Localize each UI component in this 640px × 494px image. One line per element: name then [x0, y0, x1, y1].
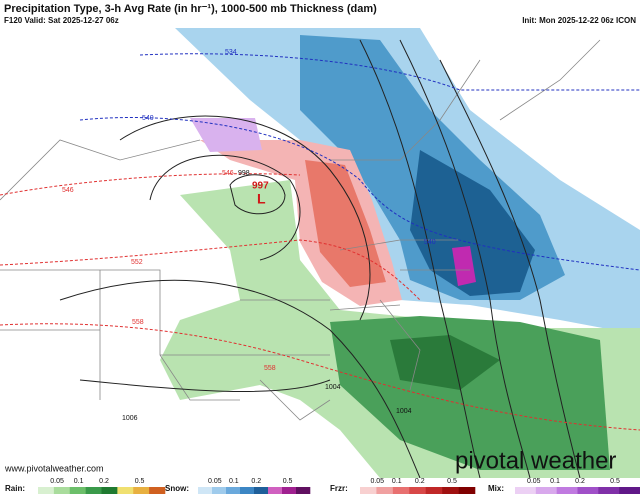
legend-swatch [577, 487, 599, 494]
legend-swatch [535, 487, 557, 494]
legend-swatch [556, 487, 578, 494]
legend-tick: 0.2 [415, 478, 425, 485]
thickness [0, 323, 640, 431]
legend-tick: 0.1 [74, 478, 84, 485]
legend-swatch [226, 487, 241, 494]
legend-tick: 0.1 [550, 478, 560, 485]
isobar [439, 59, 581, 479]
legend-tick: 0.2 [251, 478, 261, 485]
legend-tick: 0.1 [392, 478, 402, 485]
legend-label: Frzr: [330, 484, 348, 493]
legend-swatch [117, 487, 134, 494]
legend-swatch [133, 487, 150, 494]
thickness-label: 558 [132, 319, 144, 326]
legend-swatch [282, 487, 297, 494]
legend-swatch [442, 487, 459, 494]
watermark-logo: pivotal weather [455, 447, 616, 474]
legend-swatch [296, 487, 311, 494]
legend-tick: 0.5 [610, 478, 620, 485]
isobar [119, 115, 371, 321]
thickness-label: 546 [62, 187, 74, 194]
legend-tick: 0.05 [50, 478, 64, 485]
legend-label: Mix: [488, 484, 504, 493]
title: Precipitation Type, 3-h Avg Rate (in hr⁻… [4, 3, 377, 15]
legend-swatch [268, 487, 283, 494]
legend-tick: 0.1 [229, 478, 239, 485]
legend: Rain: 0.05 0.1 0.2 0.5 Snow: 0.05 0.1 0.2 0.5 Frzr… [5, 478, 640, 494]
snow-heavy [410, 150, 535, 296]
legend-tick: 0.05 [208, 478, 222, 485]
thickness-label: 546 [222, 170, 234, 177]
legend-swatch [598, 487, 620, 494]
legend-tick: 0.2 [99, 478, 109, 485]
thickness [0, 239, 421, 301]
legend-swatch [212, 487, 227, 494]
thickness-label: 534 [225, 49, 237, 56]
isobar [59, 279, 421, 479]
thickness-label: 552 [131, 259, 143, 266]
legend-swatch [85, 487, 102, 494]
legend-tick: 0.5 [283, 478, 293, 485]
header-bg [0, 0, 640, 28]
frzr-moderate [305, 160, 386, 287]
thickness [139, 53, 640, 91]
map-labels: 534 540 540 546 546 552 558 558 998 1004… [62, 49, 436, 422]
legend-swatch [458, 487, 476, 494]
legend-swatch [38, 487, 55, 494]
isobar [359, 39, 481, 479]
contours [0, 39, 640, 479]
legend-swatch [69, 487, 86, 494]
legend-tick: 0.05 [370, 478, 384, 485]
pressure-label: 1004 [396, 408, 412, 415]
rain-heavy [390, 335, 500, 390]
legend-swatch [101, 487, 118, 494]
legend-swatch [409, 487, 427, 494]
isobar [399, 39, 531, 479]
mix-heavy [452, 246, 476, 286]
pressure-label: 1006 [122, 415, 138, 422]
mix-light [190, 118, 262, 152]
legend-swatch [240, 487, 255, 494]
legend-label: Rain: [5, 484, 25, 493]
thickness [0, 173, 301, 196]
isobar [229, 174, 286, 215]
valid-time: F120 Valid: Sat 2025-12-27 06z [4, 16, 119, 25]
isobar [149, 154, 301, 261]
low-pressure: 997 [252, 181, 269, 192]
thickness-label: 540 [142, 115, 154, 122]
legend-label: Snow: [165, 484, 189, 493]
legend-swatch [53, 487, 71, 494]
watermark-url: www.pivotalweather.com [4, 463, 104, 473]
legend-tick: 0.5 [135, 478, 145, 485]
low-symbol: L [257, 191, 266, 207]
thickness-label: 558 [264, 365, 276, 372]
thickness-label: 540 [424, 239, 436, 246]
legend-tick: 0.5 [447, 478, 457, 485]
legend-swatch [360, 487, 377, 494]
legend-swatch [254, 487, 269, 494]
legend-swatch [376, 487, 394, 494]
init-time: Init: Mon 2025-12-22 06z ICON [522, 16, 636, 25]
legend-swatch [619, 487, 640, 494]
pressure-label: 998 [238, 170, 250, 177]
legend-tick: 0.2 [575, 478, 585, 485]
legend-swatch [515, 487, 537, 494]
legend-swatch [392, 487, 410, 494]
thickness [79, 117, 640, 271]
legend-swatch [198, 487, 213, 494]
pressure-label: 1004 [325, 384, 341, 391]
legend-tick: 0.05 [527, 478, 541, 485]
isobar [79, 379, 331, 393]
legend-swatch [149, 487, 166, 494]
legend-swatch [425, 487, 443, 494]
